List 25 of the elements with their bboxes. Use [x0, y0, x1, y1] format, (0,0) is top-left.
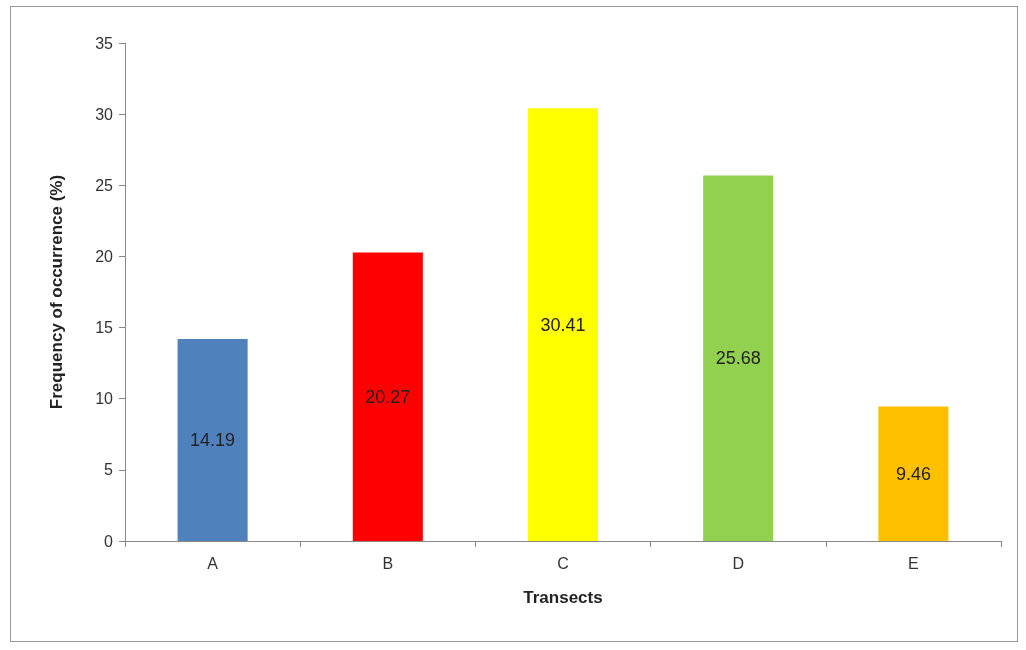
data-label: 14.19 — [190, 430, 236, 451]
x-tick-label: E — [908, 554, 919, 572]
bar — [352, 252, 423, 541]
y-tick-label: 10 — [95, 390, 114, 408]
bar — [703, 175, 774, 541]
y-tick-label: 35 — [95, 34, 114, 52]
y-tick-label: 30 — [95, 105, 114, 123]
y-tick-label: 15 — [95, 319, 114, 337]
data-label: 25.68 — [715, 348, 761, 369]
y-tick-label: 25 — [95, 176, 114, 194]
x-tick-label: D — [732, 554, 744, 572]
bar — [527, 108, 599, 541]
y-axis-title: Frequency of occurrence (%) — [47, 174, 66, 410]
y-tick-label: 20 — [95, 247, 114, 265]
data-label: 9.46 — [895, 463, 931, 484]
x-tick-label: C — [557, 554, 569, 572]
bar — [177, 339, 248, 541]
data-label: 20.27 — [365, 386, 411, 407]
y-tick-label: 0 — [104, 532, 114, 550]
y-tick-label: 5 — [104, 461, 114, 479]
x-axis-title: Transects — [523, 588, 603, 607]
x-tick-label: A — [207, 554, 219, 572]
x-tick-label: B — [382, 554, 394, 572]
bar — [878, 406, 949, 541]
data-label: 30.41 — [540, 314, 586, 335]
